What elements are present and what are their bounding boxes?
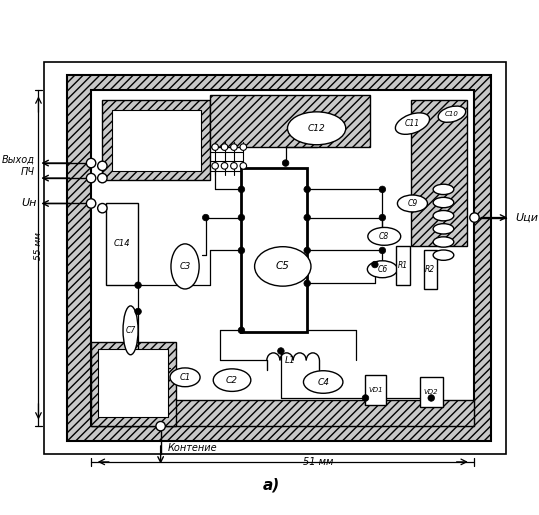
Text: Uци: Uци: [516, 213, 539, 222]
Bar: [102, 100, 210, 180]
Text: 55 мм: 55 мм: [34, 232, 43, 260]
Ellipse shape: [433, 250, 454, 260]
Bar: [91, 341, 176, 426]
Bar: [106, 202, 138, 285]
Circle shape: [238, 247, 245, 254]
Text: C14: C14: [114, 239, 130, 248]
Circle shape: [86, 174, 96, 183]
Ellipse shape: [171, 244, 199, 289]
Bar: [91, 400, 474, 426]
Circle shape: [135, 282, 141, 288]
Ellipse shape: [213, 369, 251, 391]
Text: C4: C4: [317, 377, 329, 386]
Text: R1: R1: [398, 261, 408, 270]
Circle shape: [304, 247, 310, 254]
Circle shape: [221, 144, 228, 150]
Circle shape: [362, 394, 369, 401]
Bar: [210, 95, 370, 147]
Circle shape: [98, 174, 107, 183]
Circle shape: [371, 261, 378, 268]
Circle shape: [240, 144, 247, 150]
Circle shape: [379, 186, 386, 193]
Bar: [44, 62, 507, 454]
Circle shape: [304, 280, 310, 287]
Bar: [397, 246, 410, 285]
Text: C9: C9: [407, 199, 418, 208]
Circle shape: [231, 144, 237, 150]
Circle shape: [231, 163, 237, 169]
Circle shape: [379, 247, 386, 254]
Text: C7: C7: [126, 326, 136, 335]
Circle shape: [221, 163, 228, 169]
Ellipse shape: [433, 211, 454, 221]
Circle shape: [428, 394, 434, 401]
Circle shape: [203, 214, 209, 221]
Circle shape: [304, 214, 310, 221]
Bar: [420, 377, 443, 407]
Text: Выход
ПЧ: Выход ПЧ: [2, 155, 34, 177]
Circle shape: [470, 213, 479, 222]
Text: C10: C10: [445, 111, 459, 117]
Circle shape: [282, 160, 289, 166]
Text: Uн: Uн: [21, 198, 37, 209]
Bar: [241, 168, 307, 332]
Circle shape: [98, 203, 107, 213]
Text: Контение: Контение: [168, 443, 218, 453]
Bar: [112, 110, 201, 170]
Ellipse shape: [397, 195, 427, 212]
Text: C3: C3: [179, 262, 191, 271]
Bar: [411, 100, 467, 246]
Bar: [365, 375, 386, 405]
Circle shape: [98, 161, 107, 170]
Circle shape: [212, 144, 218, 150]
Circle shape: [379, 214, 386, 221]
Text: VD2: VD2: [424, 389, 439, 396]
Text: C11: C11: [405, 119, 420, 128]
Circle shape: [238, 327, 245, 334]
Circle shape: [240, 163, 247, 169]
Text: C8: C8: [379, 232, 389, 241]
Bar: [91, 90, 474, 426]
Ellipse shape: [396, 113, 430, 134]
Circle shape: [135, 308, 141, 315]
Text: L1: L1: [285, 356, 296, 365]
Circle shape: [86, 159, 96, 168]
Ellipse shape: [368, 228, 400, 245]
Bar: [424, 249, 437, 289]
Ellipse shape: [368, 261, 397, 278]
Circle shape: [278, 348, 284, 354]
Circle shape: [212, 163, 218, 169]
Ellipse shape: [433, 197, 454, 208]
Text: VD1: VD1: [369, 387, 383, 393]
Ellipse shape: [123, 306, 138, 355]
Text: C5: C5: [276, 262, 290, 271]
Text: 51 мм: 51 мм: [303, 457, 334, 467]
Circle shape: [86, 199, 96, 208]
Ellipse shape: [287, 112, 345, 145]
Ellipse shape: [433, 224, 454, 234]
Bar: [98, 349, 168, 417]
Ellipse shape: [254, 247, 311, 286]
Ellipse shape: [170, 368, 200, 387]
Circle shape: [238, 214, 245, 221]
Ellipse shape: [303, 371, 343, 393]
Text: C1: C1: [179, 373, 191, 382]
Text: C2: C2: [226, 375, 238, 385]
Ellipse shape: [438, 106, 466, 123]
Ellipse shape: [433, 237, 454, 247]
Circle shape: [304, 186, 310, 193]
Text: a): a): [263, 478, 280, 493]
Text: R2: R2: [425, 265, 436, 274]
Circle shape: [238, 186, 245, 193]
Bar: [67, 75, 492, 441]
Ellipse shape: [433, 184, 454, 195]
Text: C6: C6: [377, 265, 388, 274]
Text: C12: C12: [308, 124, 326, 133]
Circle shape: [156, 421, 165, 431]
